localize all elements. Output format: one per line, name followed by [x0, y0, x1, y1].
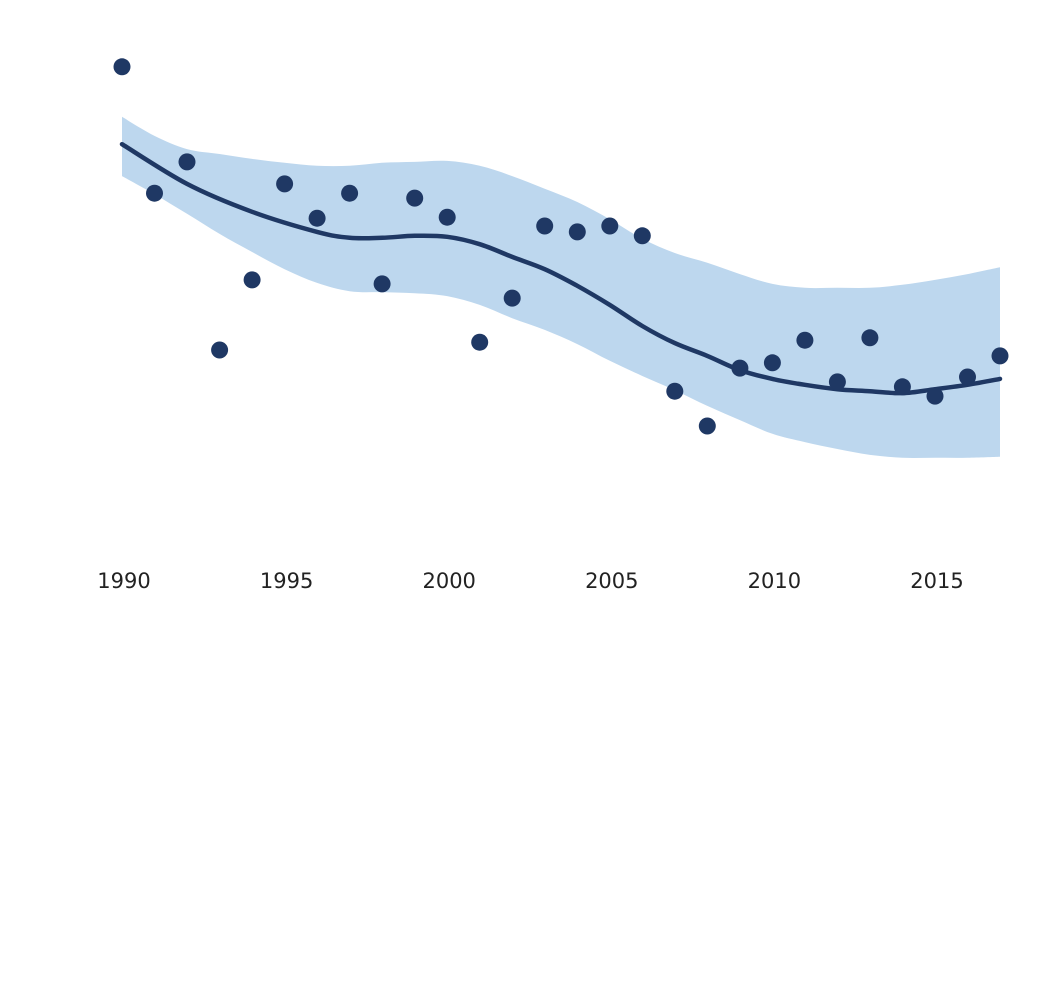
confidence-band	[122, 116, 1000, 459]
data-point	[113, 58, 131, 76]
data-point	[959, 368, 976, 386]
data-point	[471, 333, 489, 351]
data-point	[666, 382, 684, 400]
x-tick-label: 2010	[748, 569, 801, 593]
data-point	[698, 417, 716, 435]
data-point	[341, 184, 359, 202]
data-point	[893, 378, 911, 396]
data-points-layer	[113, 58, 1009, 435]
data-point	[731, 359, 749, 377]
data-point	[763, 354, 781, 372]
x-tick-label: 2005	[585, 569, 638, 593]
data-point	[276, 175, 294, 193]
x-axis-ticks: 1990 1995 2000 2005 2010 2015	[97, 569, 963, 593]
data-point	[406, 189, 424, 207]
data-point	[796, 331, 814, 349]
data-point	[178, 153, 196, 171]
trend-line	[119, 141, 1003, 396]
x-tick-label: 2015	[910, 569, 963, 593]
data-point	[861, 329, 879, 347]
data-point	[568, 223, 586, 241]
data-point	[211, 341, 229, 359]
data-point	[991, 347, 1009, 365]
data-point	[438, 208, 456, 226]
data-point	[828, 373, 846, 391]
data-point	[633, 227, 651, 245]
data-point	[503, 289, 521, 307]
data-point	[146, 184, 163, 202]
x-tick-label: 1995	[260, 569, 313, 593]
x-tick-label: 1990	[97, 569, 150, 593]
data-point	[601, 217, 619, 235]
trend-line-layer	[119, 141, 1003, 396]
data-point	[373, 275, 391, 293]
data-point	[308, 209, 326, 227]
data-point	[243, 271, 261, 289]
confidence-band-layer	[122, 116, 1000, 459]
data-point	[536, 217, 554, 235]
data-point	[926, 387, 944, 405]
x-tick-label: 2000	[422, 569, 475, 593]
